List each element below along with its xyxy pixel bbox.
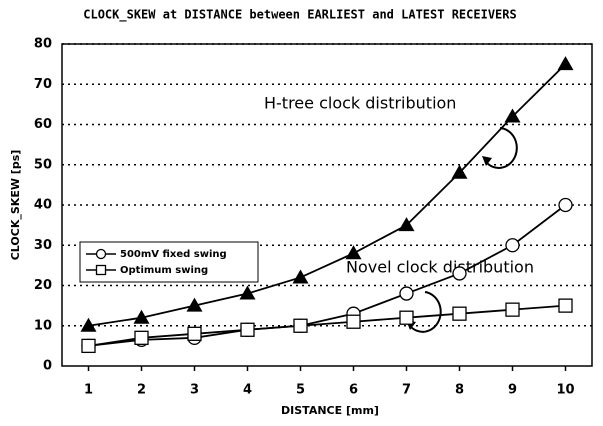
legend-label: 500mV fixed swing xyxy=(120,249,227,260)
legend-box xyxy=(79,241,259,283)
marker xyxy=(398,217,415,232)
marker xyxy=(399,310,414,325)
marker xyxy=(505,238,520,253)
x-tick-label: 8 xyxy=(455,383,464,398)
x-tick-label: 1 xyxy=(84,383,93,398)
marker xyxy=(81,338,96,354)
y-tick-label: 40 xyxy=(34,198,52,213)
legend-marker xyxy=(95,248,107,260)
y-tick-label: 60 xyxy=(34,117,52,132)
x-tick-label: 3 xyxy=(190,383,199,398)
series-line xyxy=(88,204,567,347)
x-tick-label: 4 xyxy=(243,383,252,398)
y-tick-label: 20 xyxy=(34,278,52,293)
marker xyxy=(505,302,520,317)
y-tick-label: 30 xyxy=(34,238,52,253)
x-tick-label: 7 xyxy=(402,383,411,398)
x-tick-label: 9 xyxy=(508,383,517,398)
marker xyxy=(134,330,149,345)
marker xyxy=(558,298,573,313)
marker xyxy=(186,297,203,312)
marker xyxy=(558,197,573,213)
y-axis-label: CLOCK_SKEW [ps] xyxy=(9,150,22,261)
x-tick-label: 5 xyxy=(296,383,305,398)
marker xyxy=(80,317,97,332)
x-axis-label: DISTANCE [mm] xyxy=(281,404,379,417)
legend-label: Optimum swing xyxy=(120,265,208,276)
y-tick-label: 0 xyxy=(43,359,52,374)
circular-arrow xyxy=(485,127,518,169)
x-tick-label: 6 xyxy=(349,383,358,398)
marker xyxy=(239,285,256,300)
series-line xyxy=(88,63,567,327)
marker xyxy=(452,306,467,321)
y-tick-label: 80 xyxy=(34,37,52,52)
marker xyxy=(133,309,150,324)
marker xyxy=(187,326,202,341)
marker xyxy=(293,318,308,333)
marker xyxy=(399,286,414,301)
x-tick-label: 2 xyxy=(137,383,146,398)
marker xyxy=(346,314,361,329)
marker xyxy=(557,56,574,71)
y-tick-label: 50 xyxy=(34,157,52,172)
marker xyxy=(452,266,467,281)
marker xyxy=(451,164,468,179)
y-tick-label: 10 xyxy=(34,318,52,333)
marker xyxy=(240,322,255,337)
y-tick-label: 70 xyxy=(34,77,52,92)
chart-title: CLOCK_SKEW at DISTANCE between EARLIEST … xyxy=(83,8,516,23)
x-tick-label: 10 xyxy=(556,383,574,398)
legend-marker xyxy=(95,264,107,276)
plot-frame xyxy=(61,43,593,367)
arrow-head xyxy=(482,156,492,166)
series-line xyxy=(88,304,566,347)
circular-arrow xyxy=(409,291,442,333)
annotation: H-tree clock distribution xyxy=(264,94,456,113)
annotation: Novel clock distribution xyxy=(346,258,534,277)
marker xyxy=(504,108,521,123)
marker xyxy=(292,269,309,284)
marker xyxy=(345,245,362,260)
